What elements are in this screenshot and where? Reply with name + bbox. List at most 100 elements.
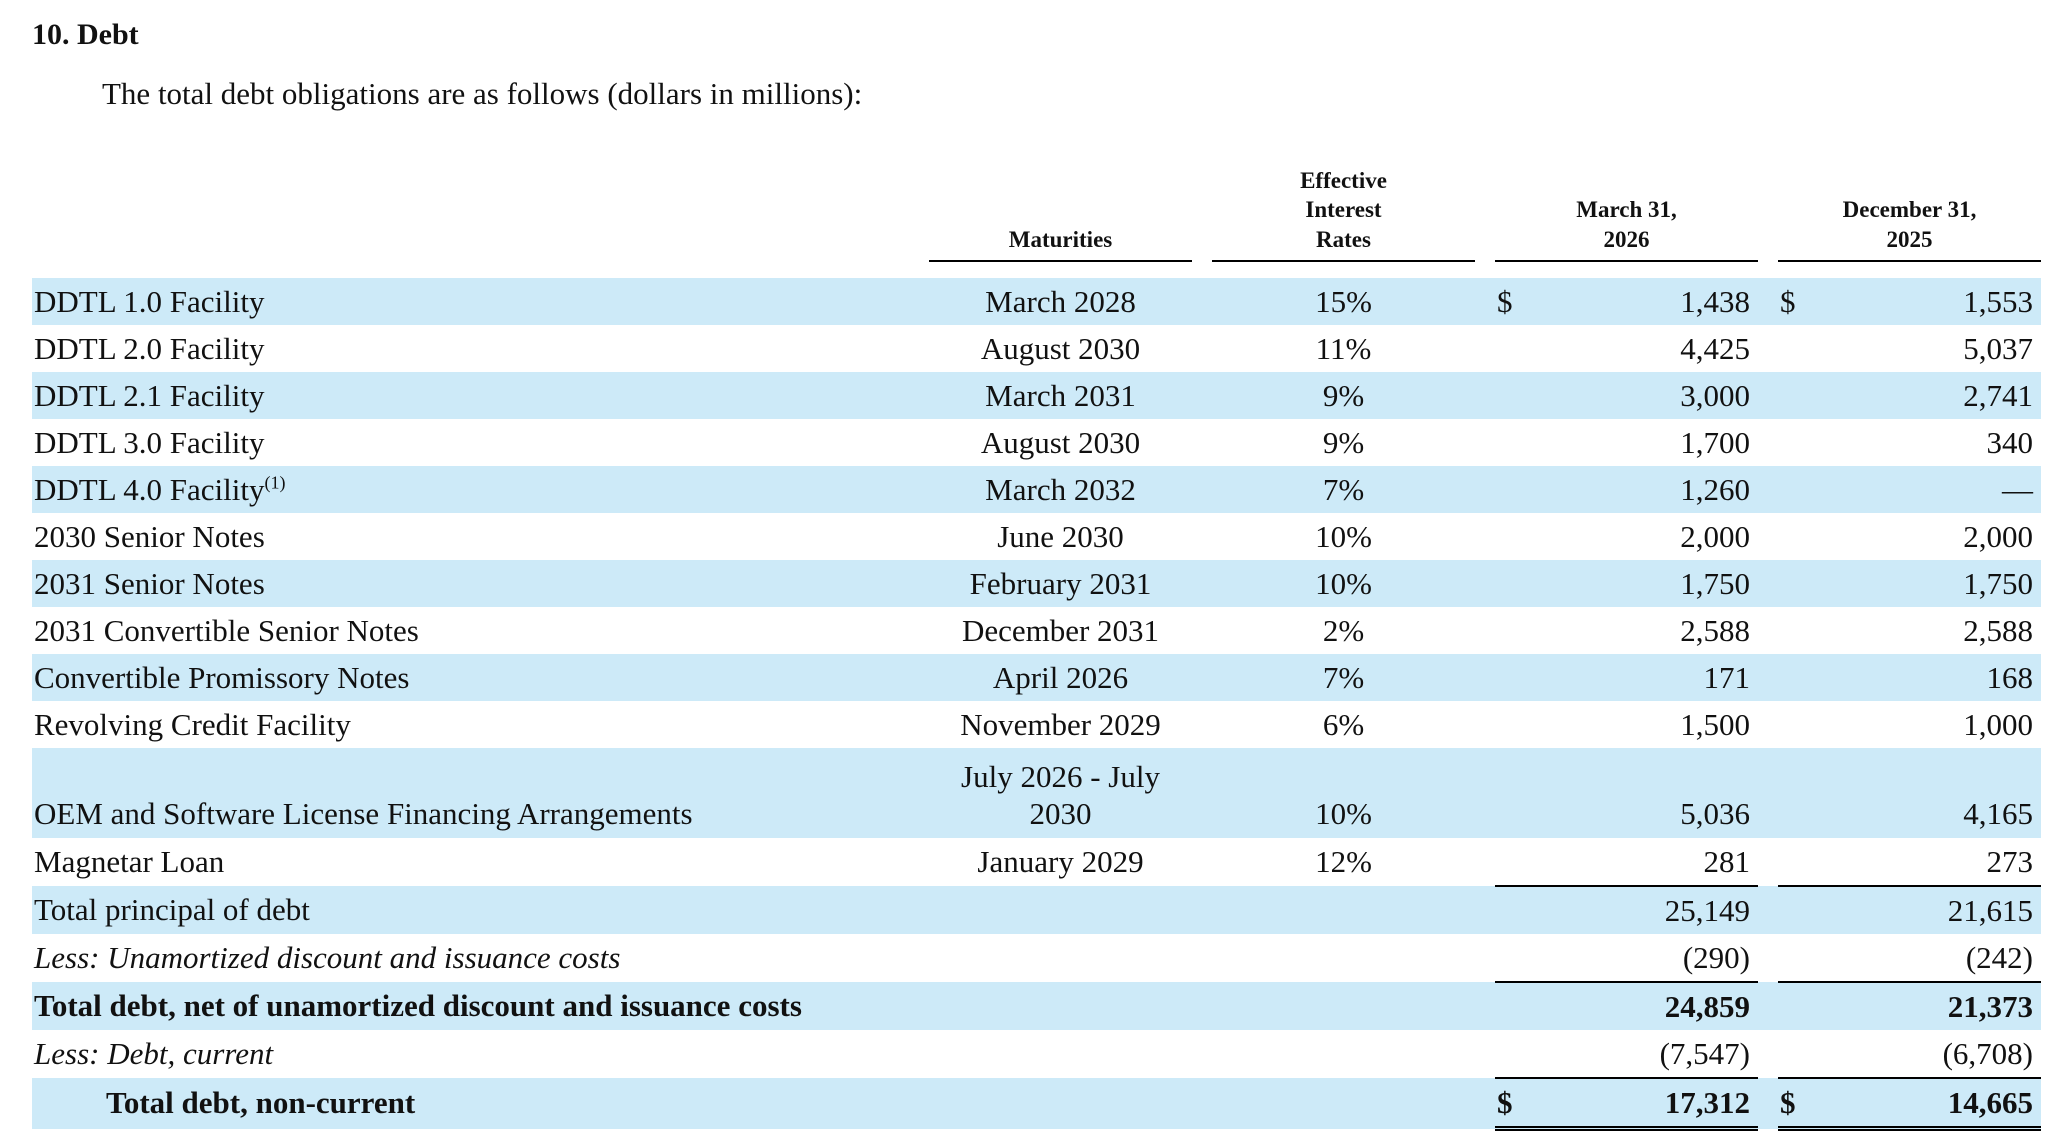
column-gap bbox=[1475, 748, 1495, 838]
row-label: 2031 Senior Notes bbox=[32, 560, 929, 607]
column-gap bbox=[1758, 934, 1778, 982]
row-currency-2025 bbox=[1778, 748, 1808, 838]
row-label: 2030 Senior Notes bbox=[32, 513, 929, 560]
row-currency-2026 bbox=[1495, 748, 1525, 838]
row-value-2025: 4,165 bbox=[1808, 748, 2041, 838]
column-gap bbox=[1475, 934, 1495, 982]
table-row: DDTL 3.0 Facility August 2030 9% 1,700 340 bbox=[32, 419, 2041, 466]
row-rate: 9% bbox=[1322, 424, 1365, 460]
debt-table: Maturities Effective Interest Rates Marc… bbox=[32, 154, 2041, 1131]
column-gap bbox=[1475, 513, 1495, 560]
table-row: DDTL 4.0 Facility(1) March 2032 7% 1,260— bbox=[32, 466, 2041, 513]
column-gap bbox=[1475, 278, 1495, 325]
summary-rate-blank bbox=[1212, 1078, 1475, 1129]
row-maturity: January 2029 bbox=[977, 844, 1144, 879]
section-heading: 10. Debt bbox=[32, 18, 139, 51]
summary-currency-2025 bbox=[1778, 885, 1808, 934]
summary-currency-2025 bbox=[1778, 934, 1808, 982]
summary-value-2026: 25,149 bbox=[1525, 885, 1758, 934]
header-march-2026: March 31, 2026 bbox=[1495, 154, 1758, 262]
row-label-text: 2030 Senior Notes bbox=[34, 518, 265, 554]
column-gap bbox=[1758, 560, 1778, 607]
row-currency-2026 bbox=[1495, 372, 1525, 419]
table-row: OEM and Software License Financing Arran… bbox=[32, 748, 2041, 838]
column-gap bbox=[1758, 513, 1778, 560]
summary-maturity-blank bbox=[929, 1030, 1192, 1078]
row-currency-2025 bbox=[1778, 513, 1808, 560]
summary-currency-2026 bbox=[1495, 981, 1525, 1030]
column-gap bbox=[1192, 1078, 1212, 1129]
row-maturity: August 2030 bbox=[980, 330, 1141, 366]
row-value-2025: 1,553 bbox=[1808, 278, 2041, 325]
row-value-2025: 273 bbox=[1986, 843, 2034, 879]
row-value-2026: 2,000 bbox=[1680, 518, 1750, 554]
column-gap bbox=[1475, 886, 1495, 934]
summary-row: Total debt, non-current $17,312 $14,665 bbox=[32, 1077, 2041, 1131]
row-value-2025: 1,000 bbox=[1963, 706, 2033, 742]
column-gap bbox=[1192, 560, 1212, 607]
table-row: 2031 Senior Notes February 2031 10% 1,750 1,… bbox=[32, 560, 2041, 607]
row-value-2026: 1,260 bbox=[1525, 466, 1758, 513]
summary-value-2025: 21,373 bbox=[1808, 981, 2041, 1030]
row-maturity: April 2026 bbox=[929, 654, 1192, 701]
header-effective-interest-rates: Effective Interest Rates bbox=[1212, 154, 1475, 262]
column-gap bbox=[1192, 748, 1212, 838]
summary-currency-2026 bbox=[1495, 934, 1525, 982]
summary-currency-2026 bbox=[1495, 885, 1525, 934]
header-label-blank bbox=[32, 154, 929, 261]
column-gap bbox=[1475, 372, 1495, 419]
column-gap bbox=[1192, 838, 1212, 886]
column-gap bbox=[1475, 654, 1495, 701]
row-label-text: Convertible Promissory Notes bbox=[34, 659, 410, 695]
summary-value-2026: 17,312 bbox=[1525, 1077, 1758, 1131]
summary-rate-blank bbox=[1212, 1030, 1475, 1078]
row-label-text: OEM and Software License Financing Arran… bbox=[34, 796, 693, 831]
row-label-text: DDTL 4.0 Facility bbox=[34, 471, 265, 507]
column-gap bbox=[1758, 607, 1778, 654]
column-gap bbox=[1192, 419, 1212, 466]
column-gap bbox=[1758, 325, 1778, 372]
row-value-2026: 1,700 bbox=[1680, 424, 1750, 460]
row-currency-2025: $ bbox=[1778, 278, 1808, 325]
summary-value-2026: (7,547) bbox=[1659, 1035, 1750, 1071]
row-label-text: 2031 Senior Notes bbox=[34, 565, 265, 601]
row-currency-2025 bbox=[1778, 466, 1808, 513]
summary-value-2025: 14,665 bbox=[1808, 1077, 2041, 1131]
column-gap bbox=[1475, 466, 1495, 513]
column-gap bbox=[1192, 466, 1212, 513]
column-gap bbox=[1758, 748, 1778, 838]
column-gap bbox=[1475, 701, 1495, 748]
summary-value-2026: 24,859 bbox=[1525, 981, 1758, 1030]
row-currency-2025 bbox=[1778, 838, 1808, 886]
summary-label: Less: Debt, current bbox=[34, 1036, 274, 1071]
row-value-2025: 2,588 bbox=[1963, 612, 2033, 648]
column-gap bbox=[1475, 607, 1495, 654]
header-december-2025: December 31, 2025 bbox=[1778, 154, 2041, 262]
column-gap bbox=[1475, 419, 1495, 466]
row-value-2025: 168 bbox=[1808, 654, 2041, 701]
row-currency-2026 bbox=[1495, 654, 1525, 701]
row-currency-2025 bbox=[1778, 654, 1808, 701]
header-march-2026-text: March 31, 2026 bbox=[1576, 197, 1677, 252]
row-value-2026: 1,500 bbox=[1680, 706, 1750, 742]
row-label-text: DDTL 1.0 Facility bbox=[34, 283, 265, 319]
column-gap bbox=[1192, 982, 1212, 1030]
summary-currency-2025 bbox=[1778, 1030, 1808, 1078]
row-maturity: July 2026 - July 2030 bbox=[929, 748, 1192, 838]
row-value-2025: 2,741 bbox=[1808, 372, 2041, 419]
summary-label: Total debt, net of unamortized discount … bbox=[32, 982, 929, 1030]
row-value-2025: 2,000 bbox=[1963, 518, 2033, 554]
row-maturity: March 2031 bbox=[929, 372, 1192, 419]
summary-rate-blank bbox=[1212, 934, 1475, 982]
summary-label: Less: Unamortized discount and issuance … bbox=[34, 940, 621, 975]
row-value-2026: 1,438 bbox=[1525, 278, 1758, 325]
column-gap bbox=[1758, 1030, 1778, 1078]
summary-currency-2026: $ bbox=[1495, 1077, 1525, 1131]
table-row: DDTL 1.0 Facility March 2028 15% $1,438 $1,5… bbox=[32, 278, 2041, 325]
row-currency-2025 bbox=[1778, 419, 1808, 466]
row-label: 2031 Convertible Senior Notes bbox=[32, 607, 929, 654]
row-currency-2026 bbox=[1495, 560, 1525, 607]
column-gap bbox=[1758, 466, 1778, 513]
column-gap bbox=[1475, 838, 1495, 886]
row-currency-2026 bbox=[1495, 419, 1525, 466]
